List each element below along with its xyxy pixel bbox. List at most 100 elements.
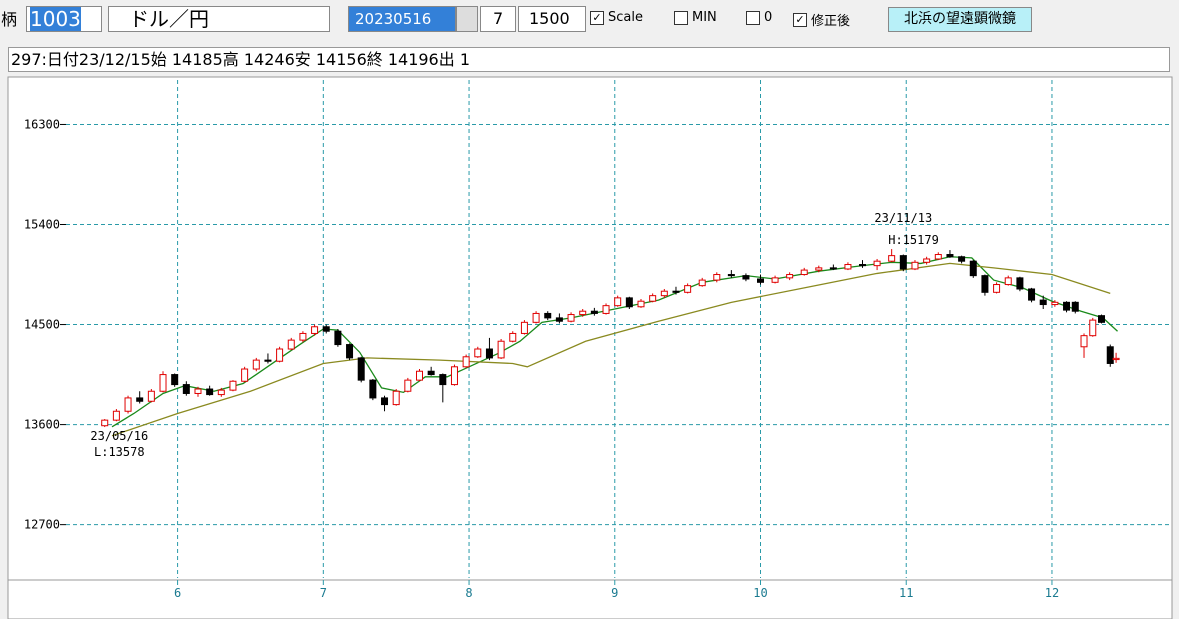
check-box[interactable]: ✓ (590, 10, 604, 25)
moving-average (111, 256, 1118, 428)
candle-body (923, 258, 931, 263)
candle-body (520, 321, 528, 334)
checkbox[interactable]: ✓ 修正後 (793, 10, 850, 29)
candle-body (427, 370, 435, 376)
code-input[interactable]: 1003 (30, 7, 81, 31)
x-tick-label: 7 (320, 586, 327, 600)
candle-body (497, 340, 505, 359)
check-label: 0 (764, 10, 773, 25)
candle-body (322, 326, 330, 332)
x-tick-label: 9 (611, 586, 618, 600)
candle-body (485, 348, 493, 359)
candle-body (911, 261, 919, 270)
period-input[interactable]: 7 (480, 6, 516, 32)
candle-body (590, 310, 598, 314)
y-tick-label: 12700 (24, 518, 60, 532)
x-tick-label: 6 (174, 586, 181, 600)
candle-body (649, 295, 657, 302)
name-input[interactable]: ドル／円 (108, 6, 330, 32)
candle-body (159, 374, 167, 392)
check-box[interactable] (746, 10, 760, 25)
candle-body (771, 277, 779, 283)
candle-body (614, 297, 622, 307)
candle-body (404, 379, 412, 392)
candle-body (124, 397, 132, 412)
candle-body (509, 332, 517, 342)
candle-body (579, 310, 587, 316)
date-input[interactable]: 20230516 (348, 6, 456, 32)
candle-body (264, 359, 272, 362)
candle-body (241, 368, 249, 382)
check-label: Scale (608, 10, 643, 25)
candle-body (252, 359, 260, 370)
candle-body (934, 254, 942, 260)
candle-body (101, 419, 109, 427)
moving-average (111, 262, 1111, 437)
count-input[interactable]: 1500 (518, 6, 586, 32)
checkbox[interactable]: 0 (746, 10, 772, 25)
checkbox[interactable]: MIN (674, 10, 717, 25)
y-tick-label: 16300 (24, 117, 60, 131)
candle-body (602, 305, 610, 314)
candle-body (217, 389, 225, 396)
annotation: L:13578 (94, 445, 145, 459)
candle-body (206, 388, 214, 396)
candle-body (1098, 315, 1106, 323)
candle-body (829, 267, 837, 270)
check-label: MIN (692, 10, 717, 25)
candle-body (392, 390, 400, 406)
candle-body (1016, 277, 1024, 290)
annotation: H:15179 (888, 233, 939, 247)
candle-body (625, 297, 633, 308)
candle-body (1004, 277, 1012, 286)
candle-body (660, 290, 668, 297)
candle-body (346, 344, 354, 359)
candle-body (757, 278, 765, 283)
candle-body (555, 317, 563, 322)
candle-body (450, 366, 458, 386)
candle-body (287, 339, 295, 350)
candle-body (981, 275, 989, 293)
candle-body (276, 348, 284, 362)
candle-body (532, 312, 540, 323)
y-tick-label: 14500 (24, 318, 60, 332)
annotation: 23/05/16 (90, 429, 148, 443)
candle-body (462, 356, 470, 368)
candle-body (684, 285, 692, 293)
check-box[interactable] (674, 10, 688, 25)
candle-body (637, 300, 645, 308)
button[interactable]: 北浜の望遠顕微鏡 (888, 7, 1032, 32)
candle-body (112, 410, 120, 421)
candle-body (1051, 301, 1059, 306)
candle-body (993, 284, 1001, 293)
candle-body (899, 255, 907, 270)
candle-body (1106, 346, 1114, 364)
annotation: 23/11/13 (874, 211, 932, 225)
candle-body (859, 264, 867, 267)
candle-body (334, 330, 342, 346)
candle-body (369, 379, 377, 399)
candle-body (800, 269, 808, 276)
candle-body (786, 274, 794, 279)
checkbox[interactable]: ✓ Scale (590, 10, 643, 25)
candle-body (439, 374, 447, 386)
candle-body (742, 275, 750, 280)
candle-body (713, 274, 721, 281)
candle-body (136, 397, 144, 402)
candle-body (1028, 288, 1036, 301)
candle-body (844, 264, 852, 270)
candle-body (1039, 299, 1047, 306)
candle-body (357, 357, 365, 381)
candle-body (544, 312, 552, 319)
check-box[interactable]: ✓ (793, 12, 807, 27)
candle-body (567, 314, 575, 322)
candle-body (147, 390, 155, 402)
candle-body (194, 388, 202, 394)
candle-body (698, 279, 706, 287)
candle-body (958, 256, 966, 262)
candle-body (946, 254, 954, 258)
candle-body (415, 370, 423, 381)
candle-body (1080, 335, 1088, 348)
x-tick-label: 10 (753, 586, 767, 600)
